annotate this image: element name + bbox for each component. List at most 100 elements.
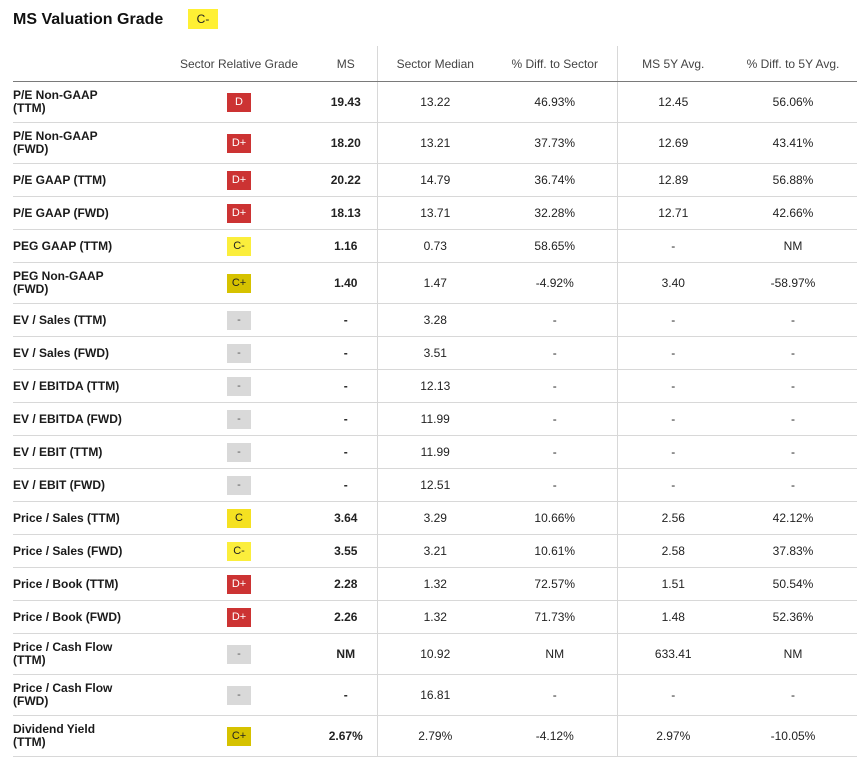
ms-5y-avg-value: -	[616, 229, 729, 263]
metric-label-line1: Price / Cash Flow	[13, 681, 113, 695]
ms-value: -	[315, 303, 377, 337]
sector-median-value: 1.32	[376, 567, 493, 601]
metric-label: EV / EBIT (FWD)	[13, 468, 163, 502]
sector-median-value: 11.99	[376, 435, 493, 469]
grade-badge: D+	[227, 133, 251, 153]
metric-label-line1: EV / EBITDA (TTM)	[13, 378, 120, 393]
grade-cell: -	[163, 468, 315, 502]
title-row: MS Valuation Grade C-	[13, 8, 218, 32]
sector-median-value: 1.32	[376, 600, 493, 634]
diff-to-5y-avg-value: 56.88%	[729, 163, 857, 197]
metric-label: PEG GAAP (TTM)	[13, 229, 163, 263]
diff-to-5y-avg-value: -10.05%	[729, 715, 857, 757]
ms-value: -	[315, 369, 377, 403]
grade-badge: D+	[227, 607, 251, 627]
diff-to-sector-value: -	[493, 468, 617, 502]
grade-cell: -	[163, 303, 315, 337]
metric-label-line2: (FWD)	[13, 282, 49, 296]
ms-value: 19.43	[315, 81, 377, 123]
table-row: EV / EBITDA (FWD) - -11.99- - -	[13, 402, 857, 436]
table-row: PEG GAAP (TTM) C- 1.16 0.73 58.65% - NM	[13, 229, 857, 263]
table-row: P/E GAAP (FWD) D+ 18.13 13.71 32.28% 12.71 42.…	[13, 196, 857, 230]
metric-label: Dividend Yield (TTM)	[13, 715, 163, 757]
diff-to-sector-value: -	[493, 303, 617, 337]
grade-cell: D+	[163, 196, 315, 230]
metric-label: Price / Cash Flow (TTM)	[13, 633, 163, 675]
table-row: PEG Non-GAAP (FWD) C+ 1.40 1.47 -4.92% 3.40 -58…	[13, 262, 857, 304]
grade-badge: -	[227, 343, 251, 363]
ms-5y-avg-value: -	[616, 402, 729, 436]
diff-to-5y-avg-value: -	[729, 674, 857, 716]
sector-median-header: Sector Median	[376, 46, 493, 82]
table-row: EV / EBIT (TTM) - -11.99- - -	[13, 435, 857, 469]
metric-label-line2: (FWD)	[13, 142, 49, 156]
diff-to-sector-value: 58.65%	[493, 229, 617, 263]
ms-5y-avg-value: 2.56	[616, 501, 729, 535]
diff-to-sector-value: 37.73%	[493, 122, 617, 164]
sector-median-value: 3.51	[376, 336, 493, 370]
grade-badge: -	[227, 644, 251, 664]
ms-value: -	[315, 435, 377, 469]
metric-label-line1: Price / Sales (FWD)	[13, 543, 123, 558]
grade-badge: -	[227, 376, 251, 396]
ms-5y-avg-value: 12.69	[616, 122, 729, 164]
metric-label-line1: EV / EBIT (FWD)	[13, 477, 105, 492]
sector-median-value: 13.21	[376, 122, 493, 164]
diff-to-sector-value: -	[493, 435, 617, 469]
metric-label-line1: PEG Non-GAAP	[13, 269, 104, 283]
diff-to-sector-value: -4.12%	[493, 715, 617, 757]
diff-to-5y-avg-value: NM	[729, 229, 857, 263]
sector-median-value: 3.28	[376, 303, 493, 337]
diff-to-5y-avg-header: % Diff. to 5Y Avg.	[729, 46, 857, 82]
ms-value: 2.67%	[315, 715, 377, 757]
ms-5y-avg-value: -	[616, 303, 729, 337]
table-row: Price / Sales (FWD) C- 3.55 3.21 10.61% 2.58 3…	[13, 534, 857, 568]
ms-5y-avg-value: -	[616, 336, 729, 370]
diff-to-sector-value: -	[493, 369, 617, 403]
diff-to-5y-avg-value: 50.54%	[729, 567, 857, 601]
diff-to-5y-avg-value: -58.97%	[729, 262, 857, 304]
sector-median-value: 13.22	[376, 81, 493, 123]
diff-to-sector-value: 10.61%	[493, 534, 617, 568]
grade-badge: D+	[227, 203, 251, 223]
diff-to-5y-avg-value: 52.36%	[729, 600, 857, 634]
metric-label: Price / Book (TTM)	[13, 567, 163, 601]
grade-cell: C-	[163, 229, 315, 263]
diff-to-5y-avg-value: 43.41%	[729, 122, 857, 164]
metric-label-line1: EV / Sales (FWD)	[13, 345, 110, 360]
diff-to-sector-value: -	[493, 336, 617, 370]
ms-value: 2.28	[315, 567, 377, 601]
diff-to-sector-value: 46.93%	[493, 81, 617, 123]
valuation-grade-badge: C-	[188, 9, 218, 29]
diff-to-5y-avg-value: -	[729, 303, 857, 337]
sector-median-value: 0.73	[376, 229, 493, 263]
valuation-table: Sector Relative Grade MS Sector Median %…	[13, 46, 857, 757]
diff-to-5y-avg-value: 37.83%	[729, 534, 857, 568]
grade-badge: -	[227, 475, 251, 495]
grade-badge: D	[227, 92, 251, 112]
table-row: Price / Cash Flow (FWD) - -16.81- - -	[13, 674, 857, 716]
grade-cell: D+	[163, 600, 315, 634]
grade-badge: -	[227, 685, 251, 705]
diff-to-5y-avg-value: -	[729, 435, 857, 469]
sector-median-value: 1.47	[376, 262, 493, 304]
diff-to-sector-value: 32.28%	[493, 196, 617, 230]
metric-label-line1: P/E Non-GAAP	[13, 129, 98, 143]
metric-label-line1: PEG GAAP (TTM)	[13, 238, 113, 253]
table-row: Price / Book (FWD) D+ 2.26 1.32 71.73% 1.48 52…	[13, 600, 857, 634]
grade-cell: -	[163, 402, 315, 436]
grade-cell: -	[163, 633, 315, 675]
metric-label: P/E GAAP (FWD)	[13, 196, 163, 230]
metric-label-line1: Price / Book (FWD)	[13, 609, 122, 624]
diff-to-sector-value: -4.92%	[493, 262, 617, 304]
ms-value: 18.13	[315, 196, 377, 230]
sector-median-value: 11.99	[376, 402, 493, 436]
metric-label: EV / EBITDA (FWD)	[13, 402, 163, 436]
ms-value: NM	[315, 633, 377, 675]
ms-value: 1.40	[315, 262, 377, 304]
diff-to-5y-avg-value: -	[729, 369, 857, 403]
metric-label-line1: P/E GAAP (FWD)	[13, 205, 109, 220]
ms-5y-avg-value: 12.45	[616, 81, 729, 123]
grade-cell: D	[163, 81, 315, 123]
sector-median-value: 16.81	[376, 674, 493, 716]
